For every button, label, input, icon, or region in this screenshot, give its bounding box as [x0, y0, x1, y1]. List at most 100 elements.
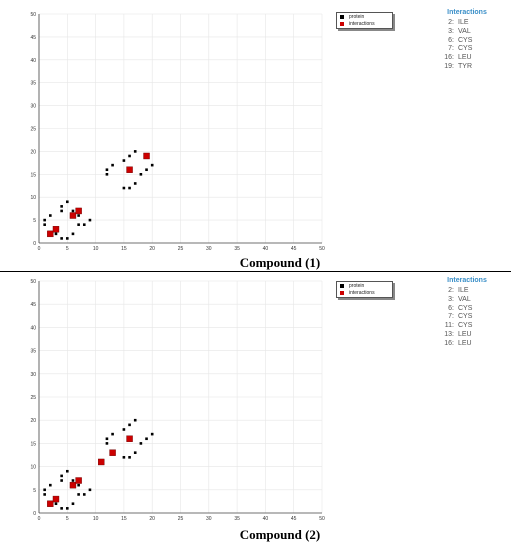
protein-point — [105, 442, 109, 445]
x-tick-label: 25 — [178, 516, 184, 522]
protein-point — [150, 163, 154, 167]
protein-point — [133, 418, 137, 422]
protein-point — [88, 218, 92, 222]
residue-number: 7: — [448, 45, 454, 53]
y-tick-label: 0 — [33, 511, 36, 517]
protein-point — [60, 474, 63, 478]
panel-divider — [0, 271, 511, 272]
protein-point — [88, 488, 92, 492]
protein-point — [105, 437, 109, 441]
protein-point — [128, 423, 131, 427]
protein-point — [43, 218, 46, 222]
protein-point — [66, 469, 69, 473]
interaction-point — [126, 166, 133, 173]
x-tick-label: 15 — [121, 516, 127, 522]
y-tick-label: 5 — [33, 218, 36, 224]
protein-point — [43, 488, 46, 492]
interaction-item: 3: VAL — [432, 28, 502, 37]
protein-point — [77, 483, 80, 487]
x-tick-label: 45 — [291, 516, 297, 522]
x-tick-label: 35 — [234, 516, 240, 522]
residue-name: CYS — [458, 313, 473, 321]
interaction-point — [52, 226, 60, 233]
protein-point — [60, 237, 63, 240]
x-tick-label: 50 — [319, 246, 325, 252]
x-tick-label: 5 — [66, 246, 69, 252]
legend-label: protein — [349, 14, 365, 20]
interaction-point — [52, 495, 60, 503]
y-tick-label: 35 — [30, 349, 36, 355]
protein-point — [139, 173, 143, 176]
protein-point — [133, 182, 137, 185]
interaction-point — [75, 477, 82, 484]
x-tick-label: 40 — [263, 516, 269, 522]
chart-legend: protein interactions — [336, 281, 393, 298]
x-tick-label: 25 — [178, 246, 184, 252]
y-tick-label: 40 — [30, 325, 36, 331]
residue-name: TYR — [458, 62, 472, 70]
y-tick-label: 40 — [30, 58, 36, 64]
x-tick-label: 20 — [149, 246, 155, 252]
residue-number: 6: — [448, 36, 454, 44]
y-tick-label: 45 — [30, 302, 36, 308]
protein-point — [111, 163, 114, 167]
interaction-item: 6: CYS — [432, 305, 502, 314]
residue-name: CYS — [458, 322, 473, 330]
interaction-point — [109, 449, 116, 456]
residue-number: 19: — [444, 62, 454, 70]
legend-swatch-protein — [340, 284, 344, 288]
interactions-title: Interactions — [447, 9, 487, 16]
x-tick-label: 40 — [263, 246, 269, 252]
residue-number: 3: — [448, 295, 454, 303]
y-tick-label: 10 — [30, 195, 36, 201]
protein-point — [128, 456, 131, 459]
y-tick-label: 45 — [30, 35, 36, 41]
y-tick-label: 20 — [30, 418, 36, 424]
legend-swatch-interactions — [340, 291, 344, 295]
interaction-item: 3: VAL — [432, 296, 502, 305]
interactions-title: Interactions — [447, 277, 487, 284]
protein-point — [145, 168, 148, 172]
protein-point — [128, 154, 131, 158]
x-tick-label: 35 — [234, 246, 240, 252]
y-tick-label: 0 — [33, 241, 36, 247]
protein-point — [133, 451, 137, 454]
protein-point — [77, 493, 80, 496]
protein-point — [60, 209, 63, 213]
residue-number: 7: — [448, 313, 454, 321]
protein-point — [122, 428, 126, 431]
protein-point — [133, 150, 137, 153]
interaction-item: 2: ILE — [432, 19, 502, 28]
interaction-item: 6: CYS — [432, 37, 502, 46]
legend-label: protein — [349, 283, 365, 289]
y-tick-label: 25 — [30, 395, 36, 401]
y-tick-label: 30 — [30, 372, 36, 378]
y-tick-label: 10 — [30, 465, 36, 471]
chart-panel-compound-1: 0 5 10 15 20 25 30 35 40 45 50 0 5 10 15 20 25 30 35 40 45 50… — [0, 0, 511, 272]
interaction-point — [69, 212, 77, 219]
y-tick-label: 15 — [30, 441, 36, 447]
protein-point — [43, 493, 46, 496]
y-tick-label: 30 — [30, 104, 36, 110]
protein-point — [139, 442, 143, 445]
protein-point — [82, 493, 86, 496]
protein-point — [82, 223, 86, 226]
residue-name: LEU — [458, 54, 472, 62]
residue-number: 13: — [444, 330, 454, 338]
y-tick-label: 15 — [30, 172, 36, 178]
residue-name: CYS — [458, 45, 473, 53]
protein-point — [49, 483, 52, 487]
protein-point — [66, 200, 69, 204]
legend-entry-protein: protein — [340, 14, 364, 20]
interaction-item: 19: TYR — [432, 63, 502, 72]
protein-point — [66, 237, 69, 240]
interaction-point — [69, 481, 77, 489]
y-tick-label: 25 — [30, 127, 36, 133]
protein-point — [71, 479, 75, 482]
protein-point — [111, 432, 114, 436]
chart-legend: protein interactions — [336, 12, 393, 29]
residue-name: VAL — [458, 27, 471, 35]
protein-point — [66, 507, 69, 510]
x-tick-label: 10 — [93, 246, 99, 252]
x-tick-label: 45 — [291, 246, 297, 252]
